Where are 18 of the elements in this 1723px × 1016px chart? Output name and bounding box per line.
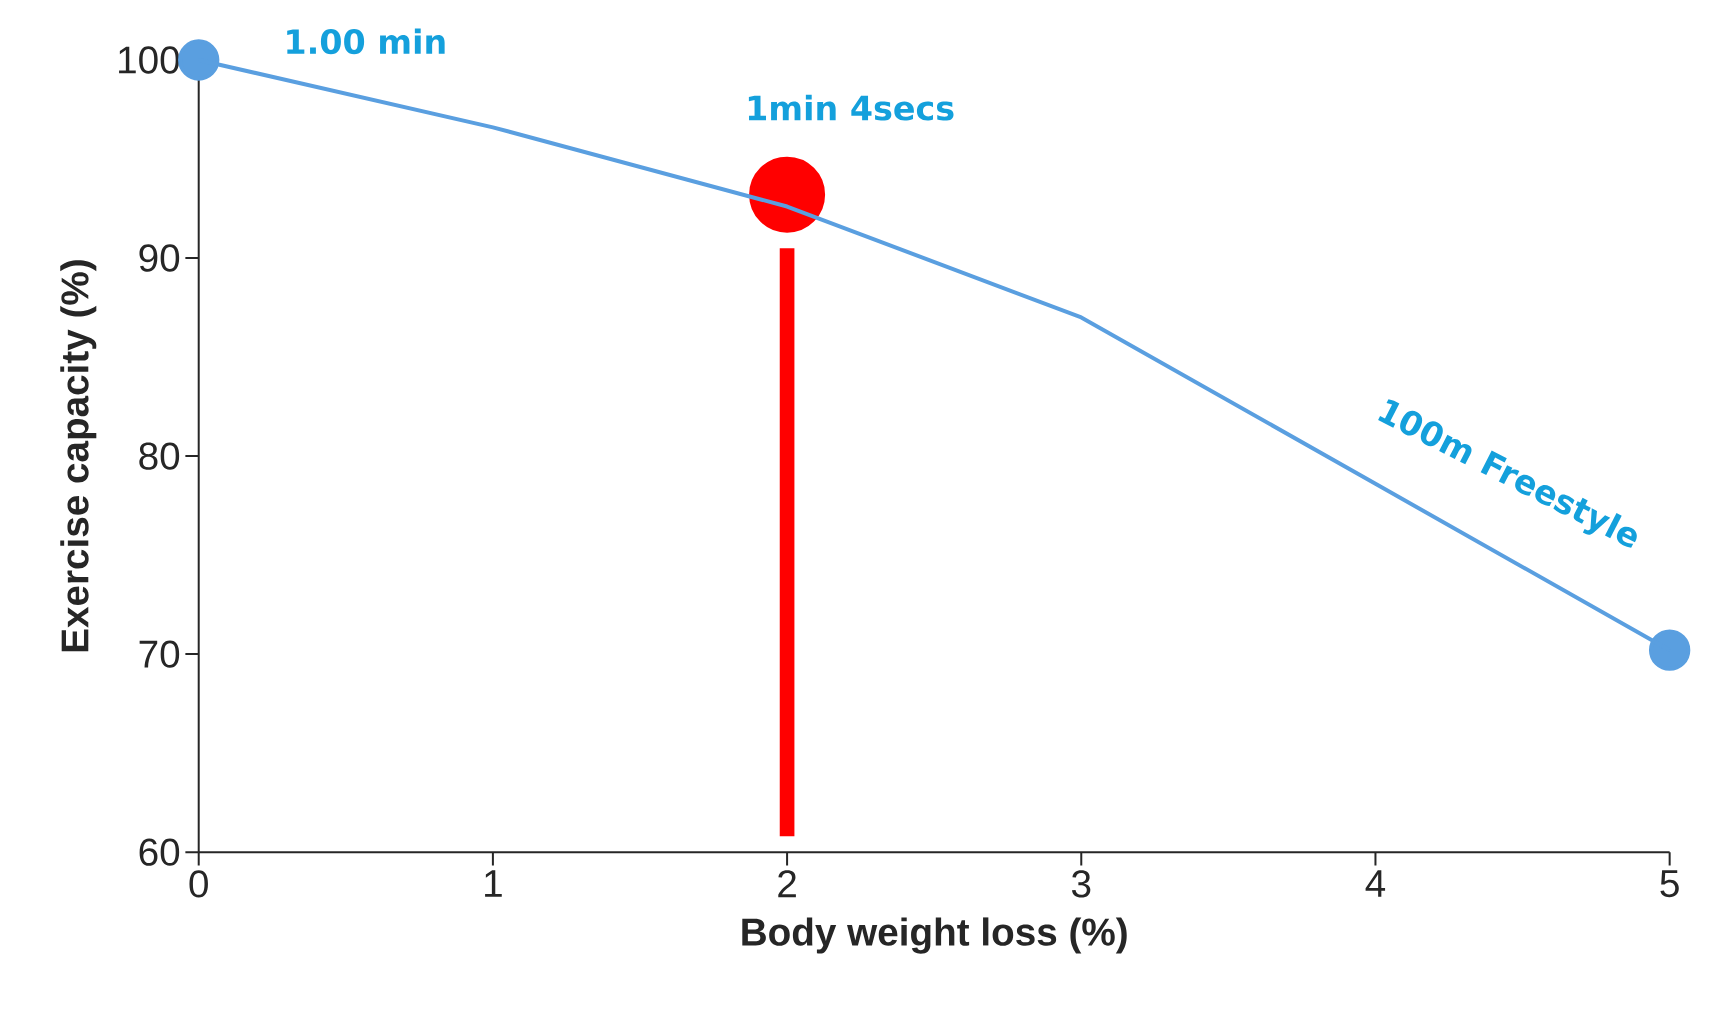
y-tick-label: 80	[139, 442, 180, 470]
x-tick-label: 0	[189, 870, 208, 898]
x-axis-title: Body weight loss (%)	[742, 917, 1127, 954]
x-tick-label: 3	[1071, 870, 1091, 898]
y-axis-title: Exercise capacity (%)	[60, 260, 97, 652]
point	[1648, 629, 1691, 671]
x-tick-label: 5	[1660, 870, 1679, 898]
x-tick-label: 4	[1365, 870, 1386, 897]
y-tick-label: 90	[139, 244, 180, 272]
y-tick-label: 60	[139, 838, 180, 866]
y-tick-label: 100	[119, 46, 180, 74]
x-tick-label: 2	[778, 870, 796, 898]
point	[178, 39, 220, 81]
y-tick-label: 70	[139, 640, 180, 668]
annotation: 1min 4secs	[748, 94, 954, 121]
point	[749, 156, 826, 233]
x-tick-label: 1	[485, 870, 502, 897]
annotation: 1.00 min	[287, 28, 445, 55]
